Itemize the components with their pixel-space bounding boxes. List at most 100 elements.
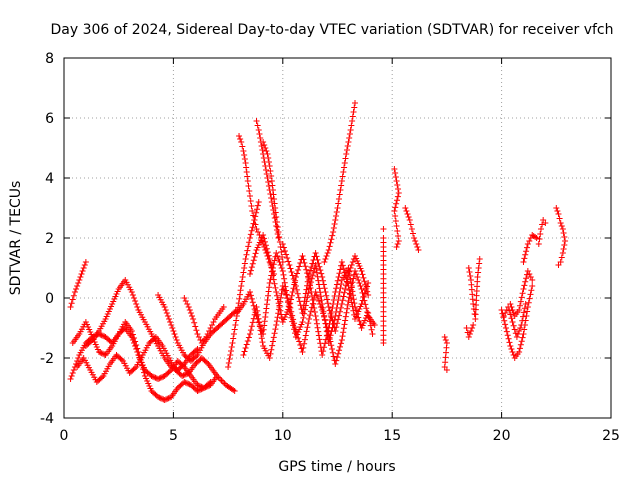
data-point: [264, 151, 271, 157]
y-tick-label: -2: [40, 351, 54, 367]
series-arc-p: [321, 100, 359, 265]
data-point: [77, 274, 84, 280]
data-point: [253, 304, 260, 310]
data-point: [268, 173, 275, 179]
series-arc-n: [240, 268, 378, 367]
data-point: [164, 395, 171, 402]
data-point: [502, 310, 509, 316]
data-point: [203, 334, 210, 340]
data-point: [338, 337, 345, 343]
data-point: [274, 224, 281, 230]
data-point: [291, 320, 298, 327]
data-point: [340, 329, 347, 336]
data-point: [82, 259, 89, 265]
data-point: [242, 160, 249, 166]
data-point: [508, 304, 515, 310]
data-point: [265, 288, 272, 295]
data-point: [510, 352, 517, 358]
data-point: [284, 295, 291, 301]
data-point: [520, 331, 527, 337]
data-point: [237, 287, 244, 294]
data-point: [343, 147, 350, 153]
data-point: [330, 297, 337, 303]
data-point: [134, 349, 141, 355]
data-point: [240, 352, 247, 358]
data-point: [273, 219, 280, 225]
data-point: [353, 271, 360, 277]
data-point: [194, 346, 201, 352]
data-point: [526, 295, 533, 302]
data-point: [264, 297, 271, 303]
data-point: [295, 267, 302, 273]
data-point: [342, 282, 349, 289]
data-point: [261, 238, 268, 245]
data-point: [315, 332, 322, 339]
data-point: [244, 338, 251, 344]
data-point: [561, 242, 568, 248]
data-point: [326, 243, 333, 250]
data-point: [332, 328, 339, 334]
data-point: [244, 247, 251, 254]
y-tick-label: -4: [40, 411, 54, 427]
data-point: [508, 346, 515, 352]
data-point: [409, 230, 416, 237]
data-point: [247, 327, 254, 334]
data-point: [560, 246, 567, 252]
data-point: [210, 319, 217, 325]
data-point: [76, 277, 83, 283]
data-point: [329, 232, 336, 239]
data-point: [257, 135, 264, 141]
data-point: [238, 278, 245, 285]
data-point: [155, 394, 162, 400]
data-point: [349, 118, 356, 124]
data-point: [516, 328, 523, 334]
data-point: [509, 307, 516, 313]
data-point: [442, 337, 449, 343]
data-point: [320, 277, 327, 284]
data-point: [521, 255, 528, 262]
data-point: [280, 286, 287, 292]
data-point: [269, 187, 276, 193]
data-point: [319, 274, 326, 280]
data-point: [99, 350, 106, 357]
data-point: [273, 289, 280, 295]
data-point: [358, 268, 365, 274]
data-point: [231, 388, 238, 394]
data-point: [67, 304, 74, 310]
data-point: [249, 319, 256, 326]
data-point: [192, 323, 199, 330]
data-point: [324, 250, 331, 256]
data-point: [228, 348, 235, 354]
data-point: [261, 322, 268, 329]
data-point: [263, 167, 270, 173]
data-point: [314, 256, 321, 263]
x-tick-label: 0: [60, 428, 69, 444]
data-point: [253, 226, 260, 232]
data-point: [337, 343, 344, 350]
data-point: [470, 301, 477, 307]
data-point: [537, 231, 544, 237]
data-point: [260, 232, 267, 238]
data-point: [537, 226, 544, 232]
data-point: [197, 337, 204, 343]
data-point: [244, 178, 251, 184]
series-arc-a: [67, 259, 89, 310]
data-point: [261, 235, 268, 242]
data-point: [238, 139, 245, 145]
data-point: [516, 349, 523, 355]
data-point: [271, 330, 278, 337]
data-point: [296, 263, 303, 270]
data-point: [172, 334, 179, 340]
data-point: [253, 209, 260, 216]
data-point: [225, 360, 232, 366]
data-point: [330, 301, 337, 307]
data-point: [525, 299, 532, 306]
data-point: [183, 380, 190, 387]
data-point: [474, 274, 481, 280]
data-point: [165, 395, 172, 402]
data-point: [241, 152, 248, 158]
data-point: [500, 313, 507, 319]
data-point: [521, 305, 528, 312]
data-point: [503, 328, 510, 335]
data-point: [246, 331, 253, 337]
